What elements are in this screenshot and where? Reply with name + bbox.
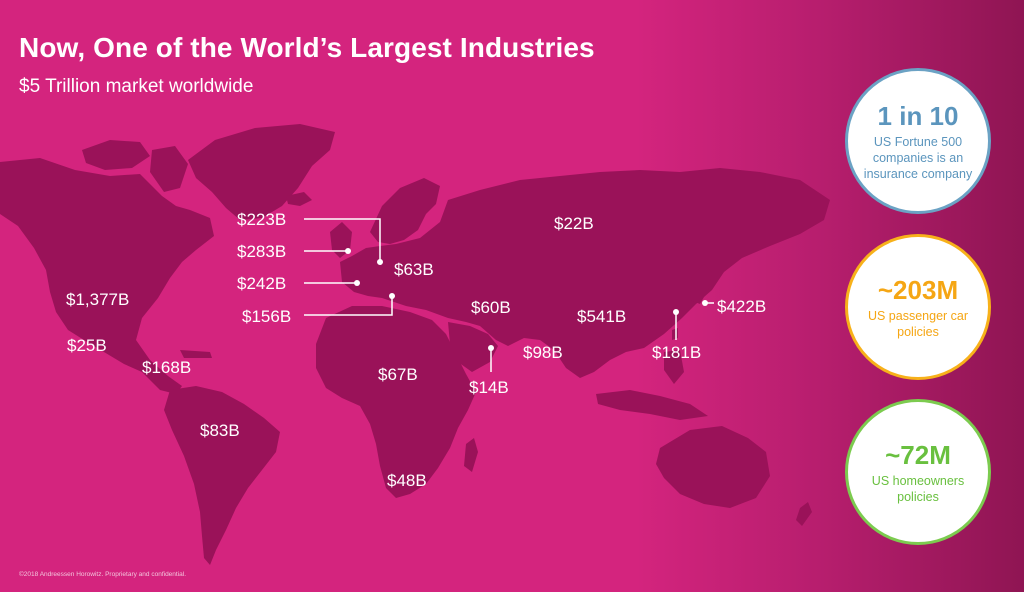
label-middle-east: $60B [471, 298, 511, 317]
south-america-shape [164, 386, 280, 565]
marker-uk [345, 248, 351, 254]
philippines-shape [664, 350, 684, 384]
label-italy: $156B [242, 307, 291, 326]
arabian-peninsula-shape [448, 322, 498, 372]
australia-shape [656, 426, 770, 508]
eurasia-shape [340, 168, 830, 378]
scandinavia-shape [370, 178, 440, 244]
label-japan: $422B [717, 297, 766, 316]
north-america-shape [0, 158, 214, 394]
label-gulf: $14B [469, 378, 509, 397]
marker-italy [389, 293, 395, 299]
stat-circle-fortune-500: 1 in 10 US Fortune 500 companies is an i… [845, 68, 991, 214]
label-china: $541B [577, 307, 626, 326]
label-mexico: $25B [67, 336, 107, 355]
stat-circle-car-policies: ~203M US passenger car policies [845, 234, 991, 380]
page-subtitle: $5 Trillion market worldwide [19, 76, 254, 97]
label-eastern-europe: $63B [394, 260, 434, 279]
label-france: $242B [237, 274, 286, 293]
stat-circle-homeowners-policies: ~72M US homeowners policies [845, 399, 991, 545]
region-value-labels: $1,377B $25B $168B $83B $223B $283B $242… [66, 210, 766, 490]
land-masses [0, 124, 830, 565]
arctic-islands-shape [82, 140, 150, 170]
marker-japan [702, 300, 708, 306]
label-africa: $67B [378, 365, 418, 384]
taiwan-shape [672, 328, 678, 340]
stat-description: US homeowners policies [871, 474, 965, 504]
africa-shape [316, 306, 476, 498]
caribbean-islands-shape [180, 350, 212, 358]
label-south-africa: $48B [387, 471, 427, 490]
label-taiwan: $181B [652, 343, 701, 362]
page-title: Now, One of the World’s Largest Industri… [19, 32, 595, 63]
label-central-america: $168B [142, 358, 191, 377]
stat-value: 1 in 10 [877, 101, 959, 131]
stat-value: ~72M [885, 440, 951, 470]
madagascar-shape [464, 438, 478, 472]
label-uk: $283B [237, 242, 286, 261]
label-switzerland: $223B [237, 210, 286, 229]
japan-shape [690, 264, 712, 304]
indonesia-shape [596, 390, 708, 420]
stat-description: US Fortune 500 companies is an insurance… [863, 135, 973, 181]
stat-value: ~203M [877, 275, 959, 305]
baffin-island-shape [150, 146, 188, 192]
marker-france [354, 280, 360, 286]
callout-leaders [304, 218, 714, 372]
copyright-footer: ©2018 Andreessen Horowitz. Proprietary a… [19, 571, 187, 578]
label-south-america: $83B [200, 421, 240, 440]
label-russia: $22B [554, 214, 594, 233]
leader-italy [304, 296, 393, 316]
label-india: $98B [523, 343, 563, 362]
leader-switzerland [304, 218, 381, 262]
label-united-states: $1,377B [66, 290, 129, 309]
marker-switzerland [377, 259, 383, 265]
new-zealand-shape [796, 502, 812, 526]
greenland-shape [188, 124, 335, 220]
iceland-shape [286, 192, 312, 206]
marker-gulf [488, 345, 494, 351]
stat-description: US passenger car policies [867, 309, 969, 339]
marker-taiwan [673, 309, 679, 315]
